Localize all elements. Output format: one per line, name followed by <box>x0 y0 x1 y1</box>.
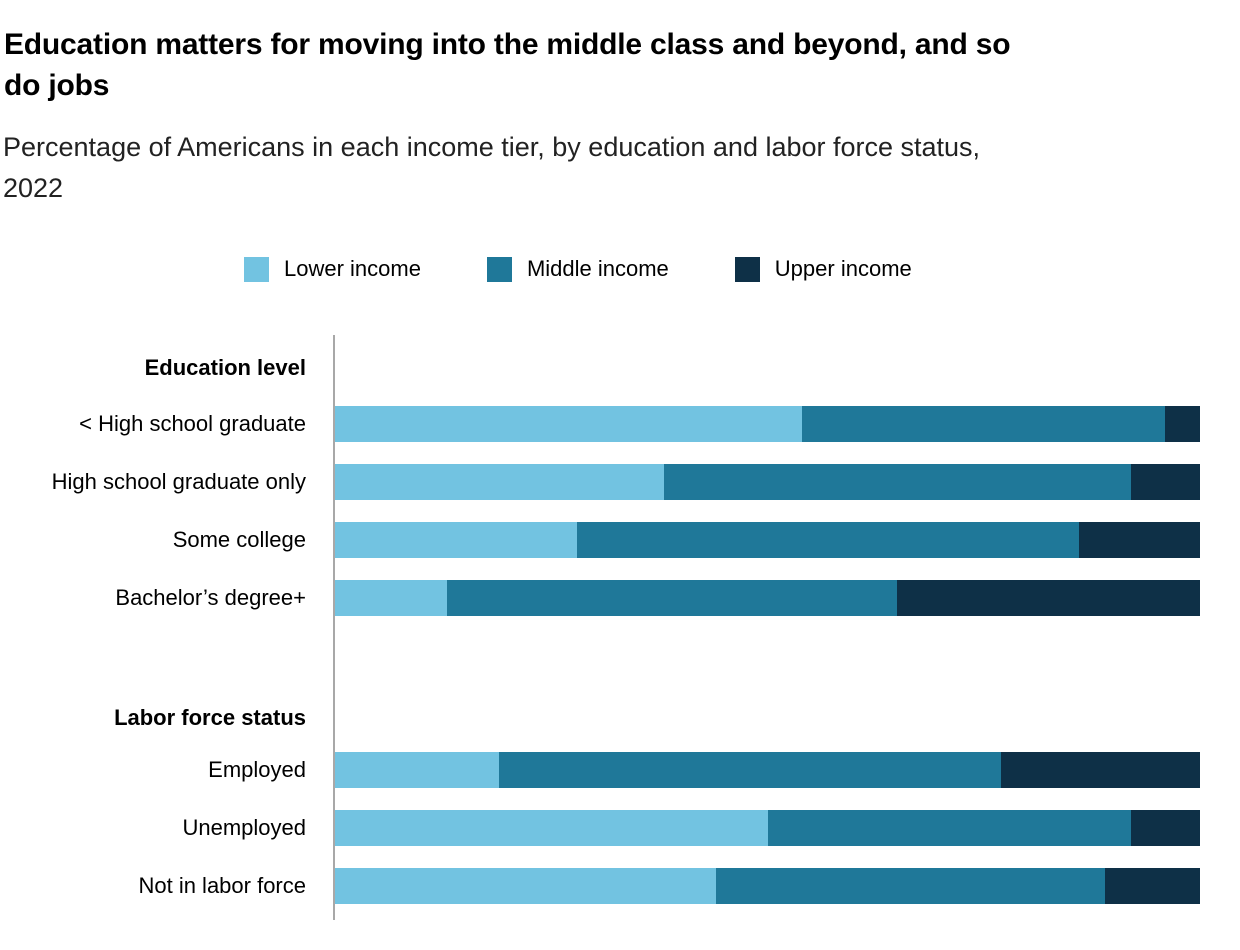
bar-segment-upper-income <box>1130 810 1200 846</box>
middle-income-swatch-icon <box>486 256 512 282</box>
bar-segment-upper-income <box>897 580 1200 616</box>
bar-segment-middle-income <box>767 810 1131 846</box>
bar-row <box>335 522 1200 558</box>
bar-segment-upper-income <box>1165 406 1200 442</box>
legend-label-lower-income: Lower income <box>284 256 421 281</box>
bar-segment-lower-income <box>335 522 578 558</box>
legend-item-upper-income: Upper income <box>734 256 912 282</box>
bar-segment-lower-income <box>335 868 716 904</box>
group-header: Education level <box>144 355 306 380</box>
chart-title: Education matters for moving into the mi… <box>4 28 1011 103</box>
bar-segment-middle-income <box>802 406 1166 442</box>
bar-segment-lower-income <box>335 464 664 500</box>
bar-segment-lower-income <box>335 752 500 788</box>
bar-row <box>335 406 1200 442</box>
legend-label-middle-income: Middle income <box>526 256 669 281</box>
lower-income-swatch-icon <box>244 256 269 282</box>
bar-segment-middle-income <box>715 868 1105 904</box>
bar-row <box>335 464 1200 500</box>
legend-label-upper-income: Upper income <box>774 256 912 281</box>
bar-segment-upper-income <box>1104 868 1200 904</box>
row-label: Bachelor’s degree+ <box>115 585 306 610</box>
bar-segment-middle-income <box>663 464 1131 500</box>
chart-area: Education level < High school graduate Hig… <box>0 335 1240 920</box>
bar-segment-lower-income <box>335 580 448 616</box>
bar-segment-lower-income <box>335 810 768 846</box>
y-axis-line <box>333 335 335 920</box>
bar-row <box>335 580 1200 616</box>
group-header: Labor force status <box>114 705 306 730</box>
row-label: Some college <box>172 527 306 552</box>
bar-row <box>335 810 1200 846</box>
upper-income-swatch-icon <box>734 256 760 282</box>
legend: Lower income Middle income Upper income <box>244 256 912 282</box>
legend-item-lower-income: Lower income <box>244 256 421 282</box>
chart-subtitle: Percentage of Americans in each income t… <box>3 132 981 203</box>
bar-segment-lower-income <box>335 406 803 442</box>
bar-segment-upper-income <box>1130 464 1200 500</box>
bar-segment-middle-income <box>577 522 1079 558</box>
bar-segment-upper-income <box>1001 752 1200 788</box>
bar-segment-upper-income <box>1078 522 1200 558</box>
bar-segment-middle-income <box>499 752 1002 788</box>
row-label: High school graduate only <box>51 469 306 494</box>
bar-segment-middle-income <box>447 580 898 616</box>
row-label: < High school graduate <box>79 411 306 436</box>
row-label: Not in labor force <box>138 873 306 898</box>
row-label: Employed <box>208 757 306 782</box>
legend-item-middle-income: Middle income <box>486 256 669 282</box>
row-label: Unemployed <box>182 815 306 840</box>
bar-row <box>335 752 1200 788</box>
bar-row <box>335 868 1200 904</box>
